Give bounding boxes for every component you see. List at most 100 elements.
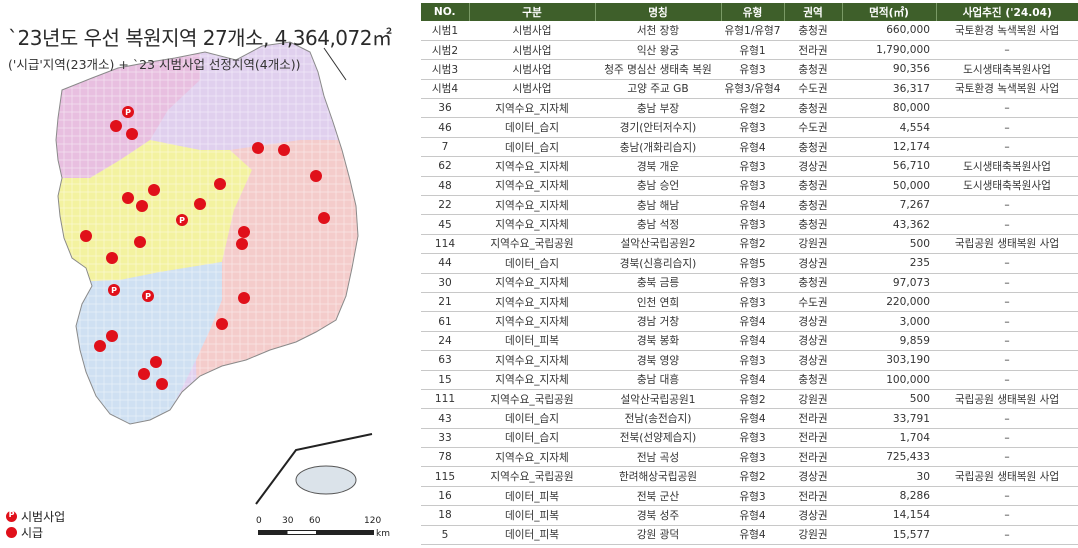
cell-category: 시범사업 bbox=[469, 79, 595, 100]
scale-tick-60: 60 bbox=[309, 516, 321, 526]
cell-category: 데이터_습지 bbox=[469, 408, 595, 429]
table-row: 111 지역수요_국립공원 설악산국립공원1 유형2 강원권 500 국립공원 생태복원 사… bbox=[421, 389, 1078, 410]
cell-area: 500 bbox=[842, 389, 936, 410]
pilot-marker-letter: P bbox=[179, 216, 185, 225]
cell-category: 지역수요_지자체 bbox=[469, 176, 595, 197]
cell-region: 충청권 bbox=[784, 137, 842, 158]
legend-item-urgent: 시급 bbox=[6, 524, 65, 540]
cell-no: 62 bbox=[421, 156, 469, 177]
cell-no: 44 bbox=[421, 253, 469, 274]
col-header-project: 사업추진 ('24.04) bbox=[936, 3, 1078, 21]
table-row: 46 데이터_습지 경기(안터저수지) 유형3 수도권 4,554– bbox=[421, 117, 1078, 138]
cell-category: 지역수요_지자체 bbox=[469, 447, 595, 468]
map-title: `23년도 우선 복원지역 27개소, 4,364,072㎡ bbox=[8, 26, 392, 50]
urgent-site-marker bbox=[150, 356, 162, 368]
cell-category: 데이터_피복 bbox=[469, 505, 595, 526]
table-row: 62 지역수요_지자체 경북 개운 유형3 경상권 56,710 도시생태축복원사업 bbox=[421, 156, 1078, 177]
cell-no: 36 bbox=[421, 98, 469, 119]
cell-name: 청주 명심산 생태축 복원 bbox=[595, 59, 721, 80]
cell-no: 시범3 bbox=[421, 59, 469, 80]
table-row: 시범3 시범사업 청주 명심산 생태축 복원 유형3 충청권 90,356 도시생태축복원사… bbox=[421, 59, 1078, 80]
urgent-site-marker bbox=[238, 226, 250, 238]
scale-graphic bbox=[258, 530, 374, 535]
urgent-site-marker bbox=[216, 318, 228, 330]
cell-no: 115 bbox=[421, 466, 469, 487]
cell-project: – bbox=[936, 214, 1078, 235]
table-body: 시범1 시범사업 서천 장항 유형1/유형7 충청권 660,000 국토환경 녹색복원 사… bbox=[421, 21, 1078, 546]
cell-project: 국토환경 녹색복원 사업 bbox=[936, 21, 1078, 41]
cell-category: 시범사업 bbox=[469, 40, 595, 61]
cell-area: 1,704 bbox=[842, 428, 936, 449]
urgent-marker-icon bbox=[6, 526, 17, 538]
cell-area: 43,362 bbox=[842, 214, 936, 235]
urgent-site-marker bbox=[80, 230, 92, 242]
urgent-site-marker bbox=[238, 292, 250, 304]
table-row: 24 데이터_피복 경북 봉화 유형4 경상권 9,859– bbox=[421, 331, 1078, 352]
cell-project: – bbox=[936, 195, 1078, 216]
col-header-area: 면적(㎡) bbox=[842, 3, 937, 21]
cell-no: 33 bbox=[421, 428, 469, 449]
cell-name: 경북(신흥리습지) bbox=[595, 253, 721, 274]
table-row: 16 데이터_피복 전북 군산 유형3 전라권 8,286– bbox=[421, 486, 1078, 507]
cell-project: – bbox=[936, 253, 1078, 274]
pilot-site-marker bbox=[122, 106, 134, 118]
pilot-marker-letter: P bbox=[145, 292, 151, 301]
urgent-site-marker bbox=[138, 368, 150, 380]
restoration-site-table: NO. 구분 명칭 유형 권역 면적(㎡) 사업추진 ('24.04) 시범1 시… bbox=[421, 3, 1078, 546]
table-row: 시범2 시범사업 익산 왕궁 유형1 전라권 1,790,000– bbox=[421, 40, 1078, 61]
cell-type: 유형3 bbox=[721, 350, 784, 371]
cell-name: 전남 곡성 bbox=[595, 447, 721, 468]
cell-name: 전북(선양제습지) bbox=[595, 428, 721, 449]
cell-area: 90,356 bbox=[842, 59, 936, 80]
cell-area: 725,433 bbox=[842, 447, 936, 468]
cell-name: 경남 거창 bbox=[595, 311, 721, 332]
cell-name: 설악산국립공원1 bbox=[595, 389, 721, 410]
cell-name: 한려해상국립공원 bbox=[595, 466, 721, 487]
urgent-site-marker bbox=[318, 212, 330, 224]
cell-name: 경북 성주 bbox=[595, 505, 721, 526]
cell-region: 충청권 bbox=[784, 59, 842, 80]
table-row: 33 데이터_습지 전북(선양제습지) 유형3 전라권 1,704– bbox=[421, 428, 1078, 449]
cell-region: 전라권 bbox=[784, 447, 842, 468]
cell-project: – bbox=[936, 117, 1078, 138]
cell-area: 100,000 bbox=[842, 370, 936, 390]
cell-type: 유형4 bbox=[721, 137, 784, 158]
cell-no: 111 bbox=[421, 389, 469, 410]
urgent-site-marker bbox=[310, 170, 322, 182]
cell-name: 인천 연희 bbox=[595, 292, 721, 313]
urgent-site-marker bbox=[106, 252, 118, 264]
cell-area: 500 bbox=[842, 234, 936, 255]
jeju-inset bbox=[255, 433, 373, 505]
cell-region: 수도권 bbox=[784, 117, 842, 138]
cell-project: – bbox=[936, 505, 1078, 526]
cell-project: – bbox=[936, 447, 1078, 468]
cell-project: 국토환경 녹색복원 사업 bbox=[936, 79, 1078, 100]
cell-area: 36,317 bbox=[842, 79, 936, 100]
cell-project: – bbox=[936, 273, 1078, 293]
cell-no: 43 bbox=[421, 408, 469, 429]
legend-item-pilot: 시범사업 bbox=[6, 508, 65, 524]
cell-project: – bbox=[936, 331, 1078, 352]
table-row: 5 데이터_피복 강원 광덕 유형4 강원권 15,577– bbox=[421, 525, 1078, 546]
cell-type: 유형4 bbox=[721, 370, 784, 390]
cell-no: 5 bbox=[421, 525, 469, 546]
table-row: 114 지역수요_국립공원 설악산국립공원2 유형2 강원권 500 국립공원 생태복원 사… bbox=[421, 234, 1078, 255]
cell-category: 지역수요_지자체 bbox=[469, 273, 595, 293]
cell-no: 7 bbox=[421, 137, 469, 158]
table-row: 78 지역수요_지자체 전남 곡성 유형3 전라권 725,433– bbox=[421, 447, 1078, 468]
cell-region: 충청권 bbox=[784, 176, 842, 197]
cell-name: 경북 영양 bbox=[595, 350, 721, 371]
cell-area: 80,000 bbox=[842, 98, 936, 119]
cell-region: 전라권 bbox=[784, 408, 842, 429]
table-row: 18 데이터_피복 경북 성주 유형4 경상권 14,154– bbox=[421, 505, 1078, 526]
cell-project: – bbox=[936, 40, 1078, 61]
cell-region: 강원권 bbox=[784, 389, 842, 410]
cell-area: 33,791 bbox=[842, 408, 936, 429]
cell-category: 지역수요_지자체 bbox=[469, 370, 595, 390]
cell-area: 12,174 bbox=[842, 137, 936, 158]
cell-area: 303,190 bbox=[842, 350, 936, 371]
cell-project: – bbox=[936, 486, 1078, 507]
cell-region: 경상권 bbox=[784, 253, 842, 274]
pilot-marker-icon bbox=[6, 510, 17, 522]
cell-region: 경상권 bbox=[784, 505, 842, 526]
